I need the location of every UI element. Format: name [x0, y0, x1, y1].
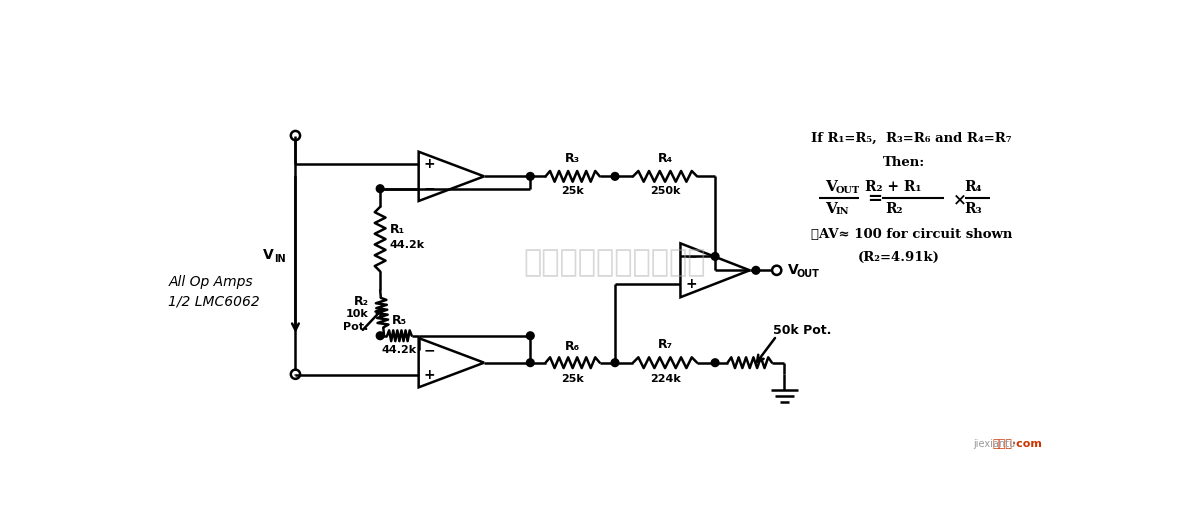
- Text: jiexiantu: jiexiantu: [973, 439, 1015, 449]
- Text: Then:: Then:: [883, 157, 925, 170]
- Text: 224k: 224k: [649, 374, 680, 384]
- Text: R₃: R₃: [965, 202, 982, 216]
- Text: 25k: 25k: [562, 186, 584, 196]
- Circle shape: [712, 359, 719, 367]
- Circle shape: [611, 173, 619, 180]
- Text: (R₂=4.91k): (R₂=4.91k): [858, 251, 940, 264]
- Text: V: V: [263, 248, 274, 262]
- Text: +: +: [424, 157, 436, 171]
- Text: R₄: R₄: [658, 152, 673, 165]
- Circle shape: [377, 185, 384, 192]
- Text: R₃: R₃: [565, 152, 581, 165]
- Text: 杭州将睽科技有限公司: 杭州将睽科技有限公司: [523, 248, 707, 277]
- Text: OUT: OUT: [797, 269, 820, 279]
- Text: ∴AV≈ 100 for circuit shown: ∴AV≈ 100 for circuit shown: [811, 228, 1013, 241]
- Text: R₅: R₅: [392, 314, 407, 327]
- Text: 1/2 LMC6062: 1/2 LMC6062: [168, 294, 260, 308]
- Text: R₂: R₂: [354, 295, 368, 308]
- Text: ×: ×: [953, 191, 967, 208]
- Text: V: V: [787, 263, 798, 277]
- Text: =: =: [866, 190, 882, 209]
- Text: 10k: 10k: [346, 309, 368, 319]
- Circle shape: [527, 359, 534, 367]
- Circle shape: [752, 266, 760, 274]
- Circle shape: [611, 359, 619, 367]
- Circle shape: [527, 332, 534, 340]
- Text: 44.2k: 44.2k: [382, 345, 416, 355]
- Text: IN: IN: [275, 254, 287, 264]
- Text: All Op Amps: All Op Amps: [168, 275, 253, 289]
- Text: 25k: 25k: [562, 374, 584, 384]
- Text: 44.2k: 44.2k: [389, 240, 425, 250]
- Text: R₆: R₆: [565, 341, 581, 354]
- Text: −: −: [424, 343, 436, 357]
- Text: V: V: [826, 180, 838, 194]
- Text: R₂: R₂: [884, 202, 902, 216]
- Text: −: −: [685, 250, 697, 264]
- Text: 拑线图·com: 拑线图·com: [992, 439, 1043, 449]
- Text: −: −: [424, 181, 436, 196]
- Text: 50k Pot.: 50k Pot.: [773, 324, 832, 337]
- Text: 250k: 250k: [650, 186, 680, 196]
- Text: R₇: R₇: [658, 338, 673, 351]
- Text: IN: IN: [836, 207, 850, 216]
- Circle shape: [527, 173, 534, 180]
- Circle shape: [712, 253, 719, 261]
- Text: OUT: OUT: [836, 186, 860, 194]
- Text: If R₁=R₅,  R₃=R₆ and R₄=R₇: If R₁=R₅, R₃=R₆ and R₄=R₇: [811, 132, 1012, 145]
- Text: V: V: [826, 202, 838, 216]
- Text: R₂ + R₁: R₂ + R₁: [865, 180, 922, 194]
- Text: Pot.: Pot.: [343, 321, 368, 332]
- Text: +: +: [685, 277, 697, 291]
- Text: +: +: [424, 368, 436, 382]
- Circle shape: [377, 332, 384, 340]
- Text: R₄: R₄: [965, 180, 982, 194]
- Text: R₁: R₁: [389, 223, 404, 236]
